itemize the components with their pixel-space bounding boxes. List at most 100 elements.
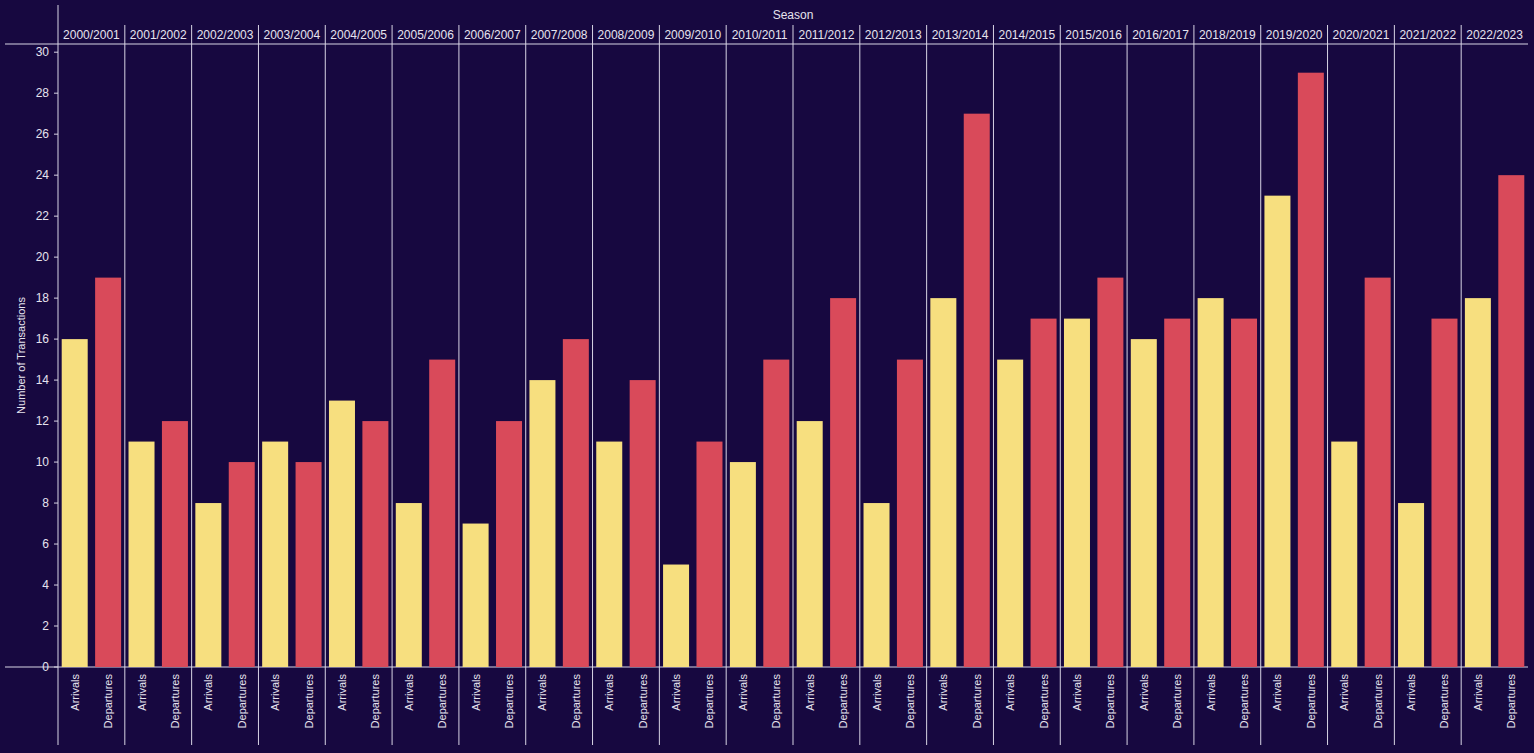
series-label: Departures xyxy=(904,674,916,729)
bar xyxy=(1465,298,1491,667)
x-tick-label: 2006/2007 xyxy=(464,28,521,42)
bar xyxy=(463,524,489,667)
y-tick xyxy=(54,380,58,381)
x-tick-label: 2012/2013 xyxy=(865,28,922,42)
bar xyxy=(763,360,789,667)
bar xyxy=(630,380,656,667)
y-tick xyxy=(54,585,58,586)
panel-separator xyxy=(325,25,326,745)
bar xyxy=(1031,319,1057,667)
y-tick-label: 0 xyxy=(42,660,49,674)
y-tick-label: 22 xyxy=(36,209,50,223)
series-label: Arrivals xyxy=(1405,674,1417,711)
y-tick-label: 6 xyxy=(42,537,49,551)
bar xyxy=(730,462,756,667)
bar xyxy=(162,421,188,667)
series-label: Departures xyxy=(503,674,515,729)
panel-separator xyxy=(1394,25,1395,745)
y-tick-label: 26 xyxy=(36,127,50,141)
y-tick xyxy=(54,503,58,504)
x-tick-label: 2001/2002 xyxy=(130,28,187,42)
bar xyxy=(1131,339,1157,667)
x-tick-label: 2014/2015 xyxy=(998,28,1055,42)
bar xyxy=(1164,319,1190,667)
bar xyxy=(663,565,689,667)
panel-separator xyxy=(258,25,259,745)
panel-separator xyxy=(859,25,860,745)
bar xyxy=(1198,298,1224,667)
y-tick xyxy=(54,134,58,135)
y-tick-label: 4 xyxy=(42,578,49,592)
x-tick-label: 2007/2008 xyxy=(531,28,588,42)
bar xyxy=(1264,196,1290,667)
y-tick xyxy=(54,93,58,94)
x-tick-label: 2019/2020 xyxy=(1266,28,1323,42)
y-tick-label: 10 xyxy=(36,455,50,469)
x-tick-label: 2018/2019 xyxy=(1199,28,1256,42)
chart: SeasonNumber of Transactions024681012141… xyxy=(0,0,1534,753)
title: Season xyxy=(773,8,814,22)
panel-separator xyxy=(1327,25,1328,745)
bar xyxy=(129,442,155,667)
bar xyxy=(429,360,455,667)
y-tick-label: 2 xyxy=(42,619,49,633)
panel-separator xyxy=(1060,25,1061,745)
y-tick xyxy=(54,216,58,217)
series-label: Arrivals xyxy=(937,674,949,711)
series-label: Departures xyxy=(436,674,448,729)
bar xyxy=(1231,319,1257,667)
panel-separator xyxy=(993,25,994,745)
x-tick-label: 2011/2012 xyxy=(798,28,854,42)
bar xyxy=(964,114,990,667)
panel-separator xyxy=(592,25,593,745)
panel-separator xyxy=(124,25,125,745)
bar xyxy=(1298,73,1324,667)
y-tick-label: 28 xyxy=(36,86,50,100)
panel-separator xyxy=(793,25,794,745)
series-label: Arrivals xyxy=(1071,674,1083,711)
series-label: Arrivals xyxy=(1271,674,1283,711)
series-label: Arrivals xyxy=(202,674,214,711)
series-label: Departures xyxy=(1438,674,1450,729)
x-tick-label: 2002/2003 xyxy=(197,28,254,42)
series-label: Departures xyxy=(770,674,782,729)
y-tick-label: 24 xyxy=(36,168,50,182)
bar xyxy=(563,339,589,667)
x-tick-label: 2004/2005 xyxy=(330,28,387,42)
series-label: Departures xyxy=(102,674,114,729)
series-label: Departures xyxy=(837,674,849,729)
series-label: Arrivals xyxy=(670,674,682,711)
series-label: Arrivals xyxy=(1338,674,1350,711)
panel-separator xyxy=(1461,25,1462,745)
series-label: Arrivals xyxy=(1205,674,1217,711)
x-tick-label: 2008/2009 xyxy=(598,28,655,42)
series-label: Arrivals xyxy=(269,674,281,711)
series-label: Arrivals xyxy=(1472,674,1484,711)
x-tick-label: 2015/2016 xyxy=(1065,28,1122,42)
y-tick-label: 20 xyxy=(36,250,50,264)
series-label: Departures xyxy=(637,674,649,729)
y-tick xyxy=(54,462,58,463)
x-tick-label: 2003/2004 xyxy=(263,28,320,42)
bar xyxy=(1398,503,1424,667)
series-label: Arrivals xyxy=(336,674,348,711)
bar xyxy=(797,421,823,667)
x-tick-label: 2000/2001 xyxy=(63,28,120,42)
y-tick xyxy=(54,421,58,422)
bar xyxy=(195,503,221,667)
bar xyxy=(1431,319,1457,667)
x-tick-label: 2009/2010 xyxy=(664,28,721,42)
y-tick xyxy=(54,175,58,176)
panel-separator xyxy=(191,25,192,745)
bar xyxy=(95,278,121,667)
panel-separator xyxy=(1127,25,1128,745)
series-label: Departures xyxy=(1038,674,1050,729)
bar xyxy=(1097,278,1123,667)
series-label: Arrivals xyxy=(403,674,415,711)
y-tick xyxy=(54,544,58,545)
series-label: Departures xyxy=(1505,674,1517,729)
x-tick-label: 2021/2022 xyxy=(1399,28,1456,42)
bar xyxy=(596,442,622,667)
bar xyxy=(62,339,88,667)
y-tick-label: 8 xyxy=(42,496,49,510)
